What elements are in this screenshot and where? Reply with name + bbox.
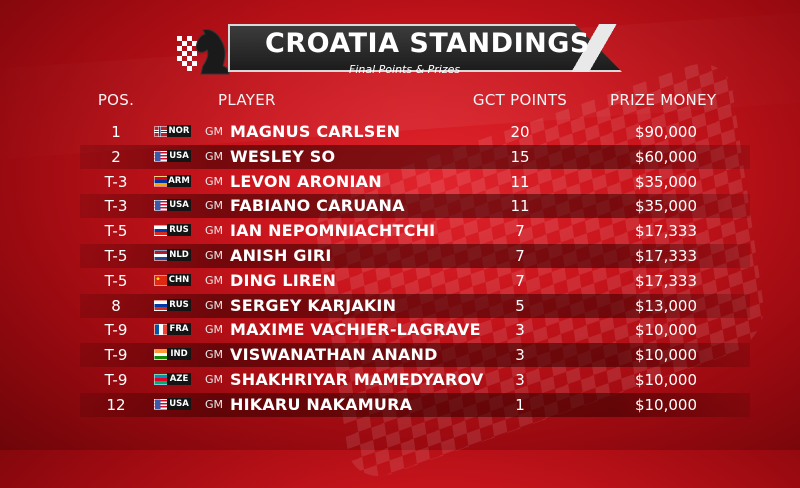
knight-logo-icon <box>177 29 230 75</box>
country-badge: NLD <box>167 249 191 261</box>
column-header-prize: PRIZE MONEY <box>610 91 717 109</box>
player-title: GM <box>205 323 224 337</box>
player-name: VISWANATHAN ANAND <box>230 345 438 365</box>
player-title: GM <box>205 249 224 262</box>
prize-cell: $10,000 <box>634 321 697 340</box>
prize-cell: $10,000 <box>634 395 697 414</box>
player-title: GM <box>205 348 224 362</box>
country-badge: FRA <box>167 323 191 336</box>
flag-icon <box>154 250 168 261</box>
table-row: T-9 IND GM VISWANATHAN ANAND 3 $10,000 <box>0 343 800 368</box>
country-badge: USA <box>167 149 191 162</box>
prize-cell: $90,000 <box>634 123 697 141</box>
flag-icon <box>154 200 168 212</box>
table-row: T-3 USA GM FABIANO CARUANA 11 $35,000 <box>0 194 800 219</box>
page-title: CROATIA STANDINGS <box>265 28 590 59</box>
country-badge: ARM <box>167 174 191 187</box>
prize-cell: $35,000 <box>634 172 697 191</box>
prize-cell: $17,333 <box>634 271 697 290</box>
country-badge: NOR <box>167 125 191 137</box>
table-row: 2 USA GM WESLEY SO 15 $60,000 <box>0 144 800 169</box>
flag-icon <box>154 150 168 162</box>
table-row: T-3 ARM GM LEVON ARONIAN 11 $35,000 <box>0 170 800 194</box>
column-header-player: PLAYER <box>218 91 276 109</box>
player-name: SHAKHRIYAR MAMEDYAROV <box>230 370 484 389</box>
prize-cell: $13,000 <box>634 296 697 315</box>
flag-icon <box>154 398 168 410</box>
country-badge: RUS <box>167 298 191 311</box>
player-title: GM <box>205 125 224 138</box>
prize-cell: $17,333 <box>634 247 697 265</box>
player-name: MAXIME VACHIER-LAGRAVE <box>230 320 481 340</box>
prize-cell: $35,000 <box>634 197 697 216</box>
prize-cell: $10,000 <box>634 371 697 389</box>
flag-icon <box>154 274 168 286</box>
player-name: WESLEY SO <box>230 146 336 166</box>
player-name: FABIANO CARUANA <box>230 196 405 216</box>
title-stripe-decoration <box>560 24 630 72</box>
country-badge: IND <box>167 348 191 361</box>
player-name: HIKARU NAKAMURA <box>230 394 413 414</box>
player-name: LEVON ARONIAN <box>230 171 382 191</box>
table-row: T-5 CHN GM DING LIREN 7 $17,333 <box>0 269 800 293</box>
prize-cell: $60,000 <box>634 147 697 166</box>
table-row: 1 NOR GM MAGNUS CARLSEN 20 $90,000 <box>0 120 800 144</box>
flag-icon <box>154 126 168 137</box>
player-title: GM <box>205 224 224 238</box>
player-title: GM <box>205 373 224 386</box>
player-title: GM <box>205 174 224 188</box>
table-row: 12 USA GM HIKARU NAKAMURA 1 $10,000 <box>0 392 800 417</box>
player-name: IAN NEPOMNIACHTCHI <box>230 221 436 241</box>
player-title: GM <box>205 298 224 312</box>
flag-icon <box>154 349 168 361</box>
flag-icon <box>154 374 168 385</box>
table-row: T-9 FRA GM MAXIME VACHIER-LAGRAVE 3 $10,000 <box>0 318 800 342</box>
country-badge: USA <box>167 397 191 410</box>
player-title: GM <box>205 149 224 163</box>
player-title: GM <box>205 199 224 213</box>
prize-cell: $17,333 <box>634 222 697 241</box>
player-title: GM <box>205 397 224 411</box>
prize-cell: $10,000 <box>634 346 697 365</box>
flag-icon <box>154 299 168 311</box>
flag-icon <box>154 324 168 336</box>
player-name: ANISH GIRI <box>230 246 332 265</box>
player-title: GM <box>205 273 224 287</box>
country-badge: RUS <box>167 224 191 237</box>
table-row: T-9 AZE GM SHAKHRIYAR MAMEDYAROV 3 $10,000 <box>0 368 800 392</box>
table-row: T-5 NLD GM ANISH GIRI 7 $17,333 <box>0 244 800 268</box>
country-badge: CHN <box>167 273 191 286</box>
flag-icon <box>154 225 168 237</box>
player-name: SERGEY KARJAKIN <box>230 295 397 315</box>
table-row: T-5 RUS GM IAN NEPOMNIACHTCHI 7 $17,333 <box>0 219 800 243</box>
country-badge: AZE <box>167 373 191 385</box>
table-row: 8 RUS GM SERGEY KARJAKIN 5 $13,000 <box>0 293 800 318</box>
player-name: DING LIREN <box>230 270 337 290</box>
page-subtitle: Final Points & Prizes <box>349 63 461 76</box>
title-banner <box>228 24 622 72</box>
flag-icon <box>154 175 168 187</box>
country-badge: USA <box>167 199 191 212</box>
player-name: MAGNUS CARLSEN <box>230 122 401 141</box>
